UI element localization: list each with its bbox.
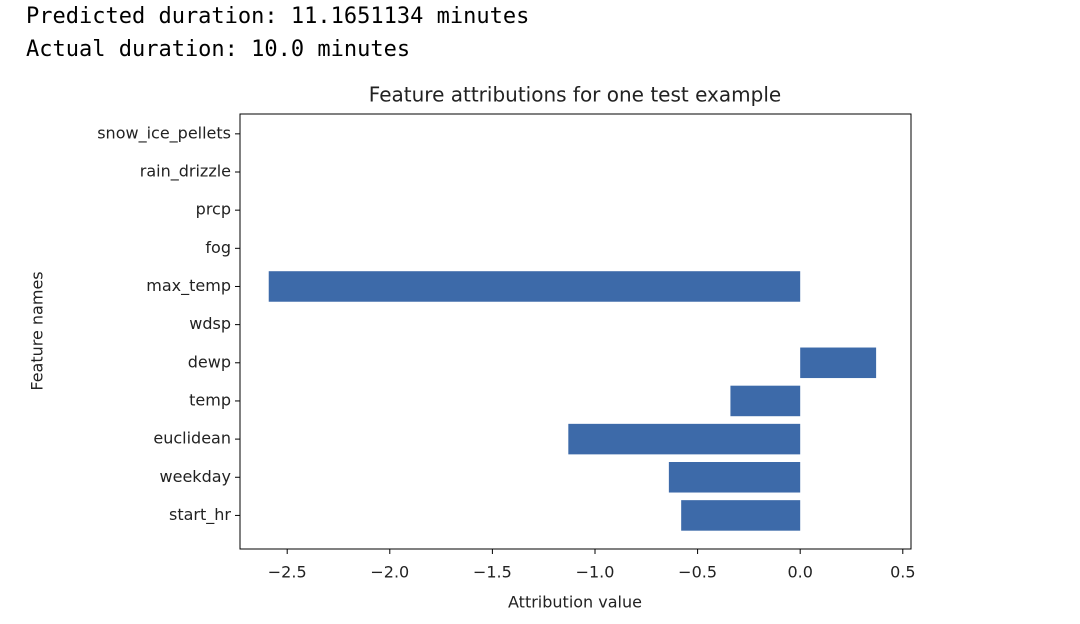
plot-frame — [239, 113, 912, 550]
x-tick-label: −0.5 — [678, 563, 717, 582]
x-tick-label: −2.0 — [370, 563, 409, 582]
x-tick-label: −1.5 — [473, 563, 512, 582]
y-tick-label: weekday — [160, 467, 231, 486]
y-tick-label: rain_drizzle — [140, 162, 231, 182]
bar — [800, 347, 877, 379]
y-tick-label: start_hr — [169, 505, 231, 525]
chart-title: Feature attributions for one test exampl… — [369, 83, 781, 107]
output-line: Actual duration: 10.0 minutes — [26, 37, 411, 62]
bar — [668, 462, 801, 493]
bar — [568, 423, 801, 455]
y-tick-label: dewp — [188, 352, 231, 371]
x-tick-label: 0.5 — [890, 563, 915, 582]
bar — [268, 271, 801, 302]
y-tick-label: snow_ice_pellets — [97, 123, 231, 143]
x-tick-label: 0.0 — [787, 563, 812, 582]
x-tick-label: −1.0 — [576, 563, 615, 582]
x-tick-label: −2.5 — [268, 563, 307, 582]
bar — [730, 385, 801, 417]
y-tick-label: prcp — [196, 200, 231, 219]
y-tick-label: temp — [189, 390, 231, 409]
output-line: Predicted duration: 11.1651134 minutes — [26, 4, 530, 29]
x-axis-label: Attribution value — [508, 593, 642, 612]
bar — [681, 500, 801, 531]
y-tick-label: max_temp — [146, 276, 231, 296]
y-axis-label: Feature names — [28, 271, 47, 390]
y-tick-label: euclidean — [153, 429, 231, 448]
y-tick-label: wdsp — [189, 314, 231, 333]
y-tick-label: fog — [205, 238, 231, 257]
